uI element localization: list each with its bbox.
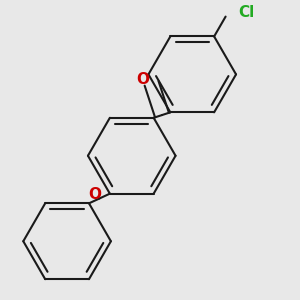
Text: O: O	[89, 187, 102, 202]
Text: Cl: Cl	[238, 5, 254, 20]
Text: O: O	[137, 72, 150, 87]
